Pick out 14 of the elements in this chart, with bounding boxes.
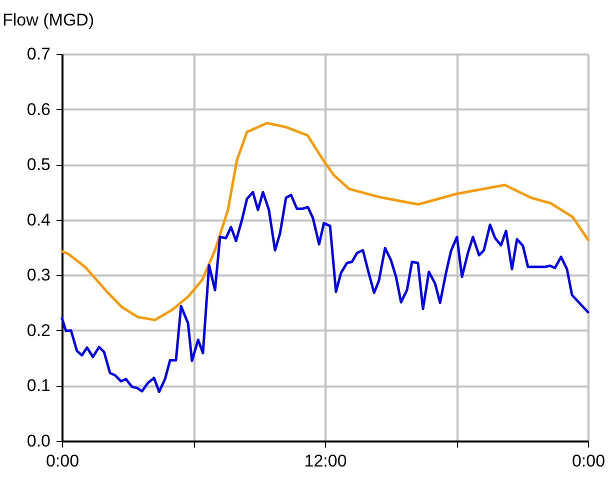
- y-tick-label: 0.0: [26, 432, 50, 450]
- y-axis-title: Flow (MGD): [2, 10, 94, 30]
- x-tick-label: 0:00: [46, 452, 80, 470]
- line-series: [60, 190, 590, 394]
- y-tick-label: 0.7: [26, 44, 50, 64]
- line-series: [60, 122, 590, 322]
- y-tick-label: 0.5: [26, 155, 50, 174]
- x-tick-label: 12:00: [304, 452, 347, 470]
- y-tick-label: 0.4: [26, 210, 50, 230]
- y-tick-label: 0.1: [26, 376, 50, 396]
- y-tick-label: 0.3: [26, 266, 50, 285]
- y-tick-label: 0.2: [26, 320, 50, 340]
- y-tick-label: 0.6: [26, 100, 50, 119]
- x-tick-label: 0:00: [572, 452, 606, 470]
